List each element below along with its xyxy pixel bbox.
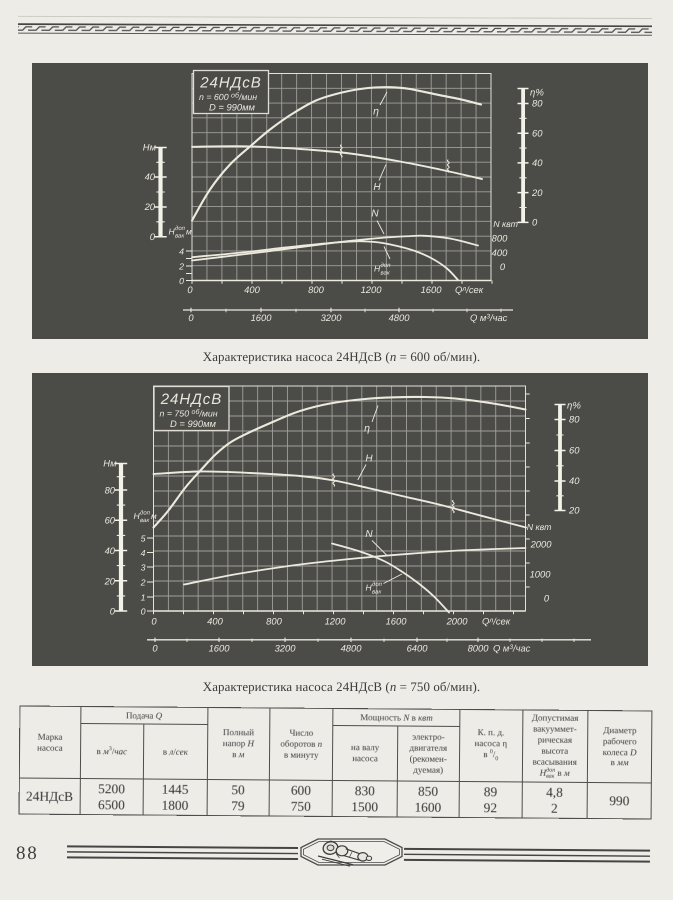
svg-text:2: 2 <box>140 577 146 587</box>
svg-text:0: 0 <box>150 231 156 242</box>
svg-text:24НДсВ: 24НДсВ <box>199 75 262 92</box>
svg-text:40: 40 <box>145 171 156 182</box>
svg-text:м: м <box>151 512 157 521</box>
svg-text:Q м3/час: Q м3/час <box>470 312 508 323</box>
svg-text:0: 0 <box>141 606 146 616</box>
svg-text:5: 5 <box>141 533 146 543</box>
svg-text:доп: доп <box>140 510 151 517</box>
svg-text:40: 40 <box>569 475 580 486</box>
svg-text:Н: Н <box>374 264 381 274</box>
svg-text:4800: 4800 <box>389 312 411 323</box>
svg-text:0: 0 <box>544 593 550 604</box>
svg-text:0: 0 <box>532 217 538 228</box>
svg-text:1600: 1600 <box>209 643 231 654</box>
svg-text:0: 0 <box>152 643 158 654</box>
svg-text:6400: 6400 <box>407 643 429 654</box>
svg-text:N: N <box>371 209 379 220</box>
svg-text:0: 0 <box>179 276 184 286</box>
svg-text:вак: вак <box>175 233 185 239</box>
svg-text:20: 20 <box>144 201 156 212</box>
svg-text:1200: 1200 <box>361 284 383 295</box>
svg-text:8000: 8000 <box>468 643 490 654</box>
svg-text:η: η <box>364 423 370 435</box>
svg-text:Qл/сек: Qл/сек <box>482 616 511 627</box>
svg-text:1200: 1200 <box>325 616 347 627</box>
svg-text:40: 40 <box>532 157 543 168</box>
svg-text:N квт: N квт <box>493 219 518 229</box>
svg-text:N квт: N квт <box>527 522 552 532</box>
svg-text:4800: 4800 <box>341 643 363 654</box>
svg-text:Нм: Нм <box>143 142 157 153</box>
svg-text:0: 0 <box>151 616 157 627</box>
svg-text:80: 80 <box>532 98 543 109</box>
svg-text:Н: Н <box>134 511 141 521</box>
svg-text:доп: доп <box>175 225 186 232</box>
svg-text:η: η <box>373 106 379 118</box>
svg-text:вак: вак <box>140 518 150 524</box>
svg-text:20: 20 <box>568 505 580 516</box>
svg-text:D = 990мм: D = 990мм <box>209 102 256 113</box>
svg-text:400: 400 <box>207 616 223 627</box>
svg-text:H: H <box>373 182 381 193</box>
svg-text:доп: доп <box>372 581 383 588</box>
svg-text:60: 60 <box>569 445 580 456</box>
svg-text:вак: вак <box>372 589 382 595</box>
svg-text:4: 4 <box>179 247 184 257</box>
svg-text:η%: η% <box>567 401 581 412</box>
svg-text:Н: Н <box>366 583 373 593</box>
svg-text:800: 800 <box>266 616 282 627</box>
svg-text:80: 80 <box>569 414 580 425</box>
svg-text:Нм: Нм <box>103 458 117 469</box>
svg-text:Qл/сек: Qл/сек <box>455 284 484 295</box>
svg-text:0: 0 <box>188 312 194 323</box>
svg-text:3200: 3200 <box>321 312 343 323</box>
svg-text:0: 0 <box>500 261 506 272</box>
svg-text:доп: доп <box>381 262 392 269</box>
svg-text:1600: 1600 <box>251 312 273 323</box>
svg-text:1600: 1600 <box>386 616 408 627</box>
svg-text:Н: Н <box>169 227 176 237</box>
svg-text:20: 20 <box>104 575 116 586</box>
svg-text:1: 1 <box>141 592 146 602</box>
svg-text:n = 750 об/мин: n = 750 об/мин <box>160 408 218 419</box>
svg-text:вак: вак <box>381 270 391 276</box>
svg-text:D = 990мм: D = 990мм <box>170 418 217 429</box>
svg-text:N: N <box>365 529 373 540</box>
svg-text:n = 600 об/мин: n = 600 об/мин <box>199 91 257 102</box>
svg-text:24НДсВ: 24НДсВ <box>160 391 223 408</box>
svg-text:0: 0 <box>110 606 116 617</box>
svg-text:80: 80 <box>105 485 116 496</box>
svg-text:60: 60 <box>532 127 543 138</box>
svg-text:2000: 2000 <box>446 616 469 627</box>
svg-text:400: 400 <box>492 247 508 258</box>
svg-text:3200: 3200 <box>275 643 297 654</box>
svg-text:3: 3 <box>141 562 146 572</box>
svg-text:20: 20 <box>531 187 543 198</box>
svg-text:Q м3/час: Q м3/час <box>493 643 531 654</box>
svg-text:1600: 1600 <box>421 284 443 295</box>
svg-text:4: 4 <box>141 548 146 558</box>
svg-text:1000: 1000 <box>530 569 552 580</box>
svg-text:800: 800 <box>492 233 508 244</box>
svg-text:H: H <box>365 454 373 465</box>
svg-text:40: 40 <box>105 545 116 556</box>
svg-text:2000: 2000 <box>530 539 553 550</box>
svg-text:60: 60 <box>105 515 116 526</box>
svg-text:η%: η% <box>530 88 544 99</box>
svg-text:400: 400 <box>244 284 260 295</box>
svg-text:2: 2 <box>178 262 184 272</box>
svg-text:0: 0 <box>187 284 193 295</box>
svg-text:м: м <box>186 228 192 237</box>
svg-text:800: 800 <box>308 284 324 295</box>
